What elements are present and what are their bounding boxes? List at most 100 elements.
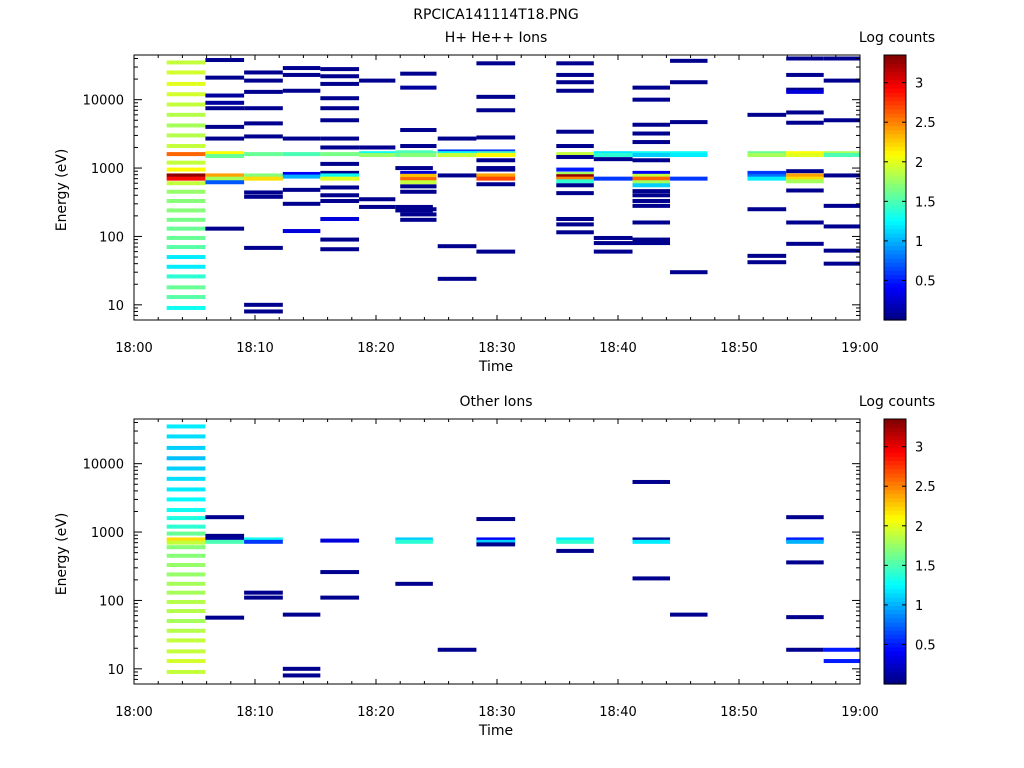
x-tick-label: 18:20 (357, 705, 394, 720)
colorbar-segment (884, 55, 906, 60)
heatmap-cell (166, 217, 206, 222)
heatmap-cell (670, 58, 708, 63)
heatmap-cell (244, 245, 283, 250)
panel-title: H+ He++ Ions (445, 30, 548, 46)
heatmap-cell (166, 226, 206, 231)
y-tick-label: 100 (99, 594, 124, 609)
heatmap-cell (166, 445, 206, 450)
heatmap-cell (823, 261, 860, 266)
heatmap-cell (632, 176, 671, 181)
colorbar-segment (884, 447, 906, 453)
heatmap-cell (244, 106, 283, 111)
heatmap-cell (205, 93, 245, 98)
colorbar-segment (884, 626, 906, 631)
x-tick-label: 18:40 (599, 341, 636, 356)
heatmap-cell (476, 135, 516, 140)
colorbar-tick-label: 1.5 (915, 195, 936, 210)
colorbar-segment (884, 621, 906, 627)
heatmap-cell (437, 173, 477, 178)
heatmap-cell (166, 540, 206, 545)
colorbar-segment (884, 584, 906, 590)
heatmap-cell (556, 222, 594, 227)
heatmap-cell (747, 253, 787, 258)
heatmap-cell (786, 120, 824, 125)
colorbar-segment (884, 514, 906, 519)
heatmap-cell (166, 537, 206, 542)
heatmap-cell (476, 153, 516, 158)
colorbar-segment (884, 646, 906, 652)
heatmap-cell (786, 188, 824, 193)
heatmap-cell (670, 80, 708, 85)
heatmap-cell (282, 229, 321, 234)
heatmap-cell (747, 170, 787, 175)
colorbar-segment (884, 295, 906, 300)
heatmap-cell (632, 241, 671, 246)
colorbar-label: Log counts (859, 394, 935, 410)
heatmap-cell (400, 85, 437, 90)
heatmap-cell (400, 144, 437, 149)
heatmap-cell (476, 176, 516, 181)
x-tick-label: 18:20 (357, 341, 394, 356)
heatmap-cell (476, 249, 516, 254)
heatmap-cell (476, 61, 516, 66)
heatmap-cell (244, 190, 283, 195)
y-tick-label: 10000 (83, 94, 124, 109)
heatmap-cell (632, 193, 671, 198)
heatmap-cell (205, 180, 245, 185)
heatmap-cell (166, 189, 206, 194)
heatmap-cell (400, 71, 437, 76)
heatmap-cell (166, 81, 206, 86)
colorbar-segment (884, 510, 906, 515)
colorbar-segment (884, 539, 906, 544)
heatmap-cell (244, 590, 283, 595)
y-axis-label: Energy (eV) (54, 149, 70, 232)
colorbar-segment (884, 505, 906, 511)
heatmap-cell (556, 230, 594, 235)
colorbar-segment (884, 307, 906, 313)
colorbar-segment (884, 154, 906, 160)
heatmap-cell (747, 260, 787, 265)
heatmap-cell (437, 276, 477, 281)
colorbar-segment (884, 270, 906, 276)
heatmap-cell (320, 216, 360, 221)
colorbar-segment (884, 605, 906, 611)
heatmap-cell (166, 531, 206, 536)
heatmap-cell (166, 235, 206, 240)
colorbar-tick-label: 0.5 (915, 274, 936, 289)
heatmap-cell (556, 152, 594, 157)
colorbar-segment (884, 274, 906, 280)
heatmap-cell (556, 176, 594, 181)
heatmap-cell (320, 145, 360, 150)
colorbar-segment (884, 117, 906, 122)
heatmap-cell (556, 179, 594, 184)
heatmap-cell (395, 166, 433, 171)
heatmap-cell (166, 70, 206, 75)
colorbar-segment (884, 129, 906, 135)
colorbar-segment (884, 642, 906, 648)
heatmap-cell (786, 110, 824, 115)
heatmap-cell (823, 173, 860, 178)
heatmap-cell (282, 152, 321, 157)
colorbar-segment (884, 195, 906, 201)
heatmap-cell (556, 144, 594, 149)
heatmap-cell (166, 599, 206, 604)
colorbar-segment (884, 655, 906, 660)
x-axis-label: Time (478, 359, 513, 375)
heatmap-cell (476, 167, 516, 172)
heatmap-cell (632, 97, 671, 102)
colorbar-segment (884, 555, 906, 561)
colorbar-segment (884, 609, 906, 615)
colorbar-segment (884, 522, 906, 528)
heatmap-cell (632, 180, 671, 185)
heatmap-cell (166, 466, 206, 471)
heatmap-cell (244, 309, 283, 314)
colorbar-segment (884, 543, 906, 548)
heatmap-cell (593, 153, 633, 158)
heatmap-cell (282, 201, 321, 206)
heatmap-cell (556, 167, 594, 172)
page-title: RPCICA141114T18.PNG (413, 7, 578, 23)
heatmap-cell (205, 151, 245, 156)
heatmap-cell (320, 237, 360, 242)
heatmap-cell (400, 189, 437, 194)
colorbar-segment (884, 266, 906, 271)
